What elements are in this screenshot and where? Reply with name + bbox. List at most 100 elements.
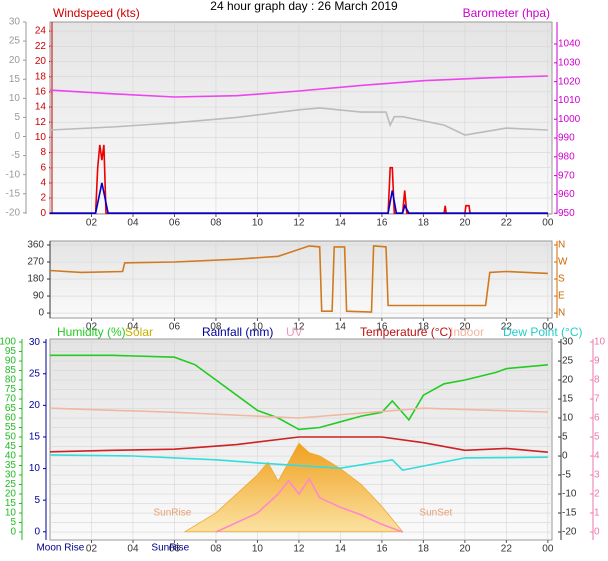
tick-label: 15 xyxy=(29,432,41,443)
tick-label: 8 xyxy=(40,147,46,158)
legend-entry: UV xyxy=(286,325,303,339)
tick-label: 1000 xyxy=(558,114,581,125)
x-tick-label: 18 xyxy=(418,218,430,229)
tick-label: 12 xyxy=(35,117,47,128)
annotation: SunRise xyxy=(153,508,191,519)
tick-label: 15 xyxy=(562,394,574,405)
legend-entry: Temperature (°C) xyxy=(360,325,452,339)
tick-label: 20 xyxy=(29,400,41,411)
axis-title: Windspeed (kts) xyxy=(53,6,140,20)
tick-label: 75 xyxy=(5,384,17,395)
series-line xyxy=(50,354,548,431)
tick-label: 8 xyxy=(594,375,600,386)
x-tick-label: 12 xyxy=(293,322,305,333)
tick-label: 15 xyxy=(9,74,21,85)
x-tick-label: 08 xyxy=(210,218,222,229)
x-tick-label: 02 xyxy=(86,322,98,333)
tick-label: 4 xyxy=(40,178,46,189)
x-tick-label: 08 xyxy=(210,544,222,555)
x-tick-label: 20 xyxy=(459,322,471,333)
series-line xyxy=(49,436,548,453)
legend-entry: Indoor xyxy=(450,325,484,339)
x-tick-label: 06 xyxy=(169,218,181,229)
tick-label: 6 xyxy=(594,413,600,424)
legend-entry: Solar xyxy=(125,325,153,339)
tick-label: 10 xyxy=(594,337,606,348)
tick-label: -5 xyxy=(11,150,20,161)
tick-label: 1 xyxy=(594,508,600,519)
tick-label: 950 xyxy=(558,208,575,219)
tick-label: -20 xyxy=(6,207,21,218)
tick-label: 0 xyxy=(10,527,16,538)
tick-label: 10 xyxy=(9,93,21,104)
plot-area xyxy=(49,240,553,319)
x-tick-label: 10 xyxy=(252,322,264,333)
tick-label: 14 xyxy=(35,102,47,113)
series-line xyxy=(215,477,403,533)
tick-label: 85 xyxy=(5,365,17,376)
tick-label: 16 xyxy=(35,86,47,97)
x-tick-label: 16 xyxy=(376,218,388,229)
x-tick-label: 20 xyxy=(459,544,471,555)
x-tick-label: 02 xyxy=(86,544,98,555)
tick-label: 360 xyxy=(27,240,44,251)
tick-label: -15 xyxy=(6,188,21,199)
tick-label: 20 xyxy=(5,489,17,500)
tick-label: 60 xyxy=(5,413,17,424)
tick-label: 90 xyxy=(5,356,17,367)
axis-title: Barometer (hpa) xyxy=(463,6,550,20)
series-line xyxy=(50,182,548,214)
tick-label: 3 xyxy=(594,470,600,481)
tick-label: 5 xyxy=(34,495,40,506)
tick-label: 180 xyxy=(27,274,44,285)
tick-label: 10 xyxy=(5,508,17,519)
x-tick-label: 14 xyxy=(335,322,347,333)
tick-label: 970 xyxy=(558,170,575,181)
tick-label: 10 xyxy=(562,413,574,424)
series-line xyxy=(49,407,548,419)
x-tick-label: 02 xyxy=(86,218,98,229)
tick-label: 0 xyxy=(14,131,20,142)
tick-label: 980 xyxy=(558,151,575,162)
x-tick-label: 00 xyxy=(542,218,554,229)
tick-label: 45 xyxy=(5,441,17,452)
tick-label: E xyxy=(558,291,565,302)
tick-label: W xyxy=(558,257,568,268)
x-tick-label: 22 xyxy=(501,544,513,555)
tick-label: 24 xyxy=(35,26,47,37)
tick-label: -10 xyxy=(562,489,577,500)
tick-label: N xyxy=(558,240,565,251)
tick-label: 0 xyxy=(40,208,46,219)
tick-label: 30 xyxy=(29,337,41,348)
tick-label: 0 xyxy=(34,526,40,537)
tick-label: 20 xyxy=(562,375,574,386)
tick-label: 270 xyxy=(27,257,44,268)
x-tick-label: 04 xyxy=(127,218,139,229)
x-tick-label: 20 xyxy=(459,218,471,229)
tick-label: 25 xyxy=(562,356,574,367)
x-tick-label: 18 xyxy=(418,544,430,555)
plot-area xyxy=(49,21,553,215)
tick-label: 80 xyxy=(5,375,17,386)
tick-label: 5 xyxy=(594,432,600,443)
x-tick-label: 14 xyxy=(335,544,347,555)
tick-label: -5 xyxy=(562,470,571,481)
x-tick-label: 12 xyxy=(293,544,305,555)
tick-label: -20 xyxy=(562,527,577,538)
tick-label: 1010 xyxy=(558,95,581,106)
x-tick-label: 06 xyxy=(169,544,181,555)
tick-label: 20 xyxy=(9,55,21,66)
tick-label: 100 xyxy=(0,337,16,348)
event-label: SunRise xyxy=(151,543,189,554)
title: 24 hour graph day : 26 March 2019 xyxy=(210,0,398,13)
legend-entry: Rainfall (mm) xyxy=(202,325,273,339)
tick-label: 4 xyxy=(594,451,600,462)
tick-label: 7 xyxy=(594,394,600,405)
tick-label: 0 xyxy=(562,451,568,462)
legend-entry: Dew Point (°C) xyxy=(503,325,582,339)
tick-label: 2 xyxy=(594,489,600,500)
tick-label: S xyxy=(558,274,565,285)
tick-label: 25 xyxy=(5,479,17,490)
x-tick-label: 08 xyxy=(210,322,222,333)
